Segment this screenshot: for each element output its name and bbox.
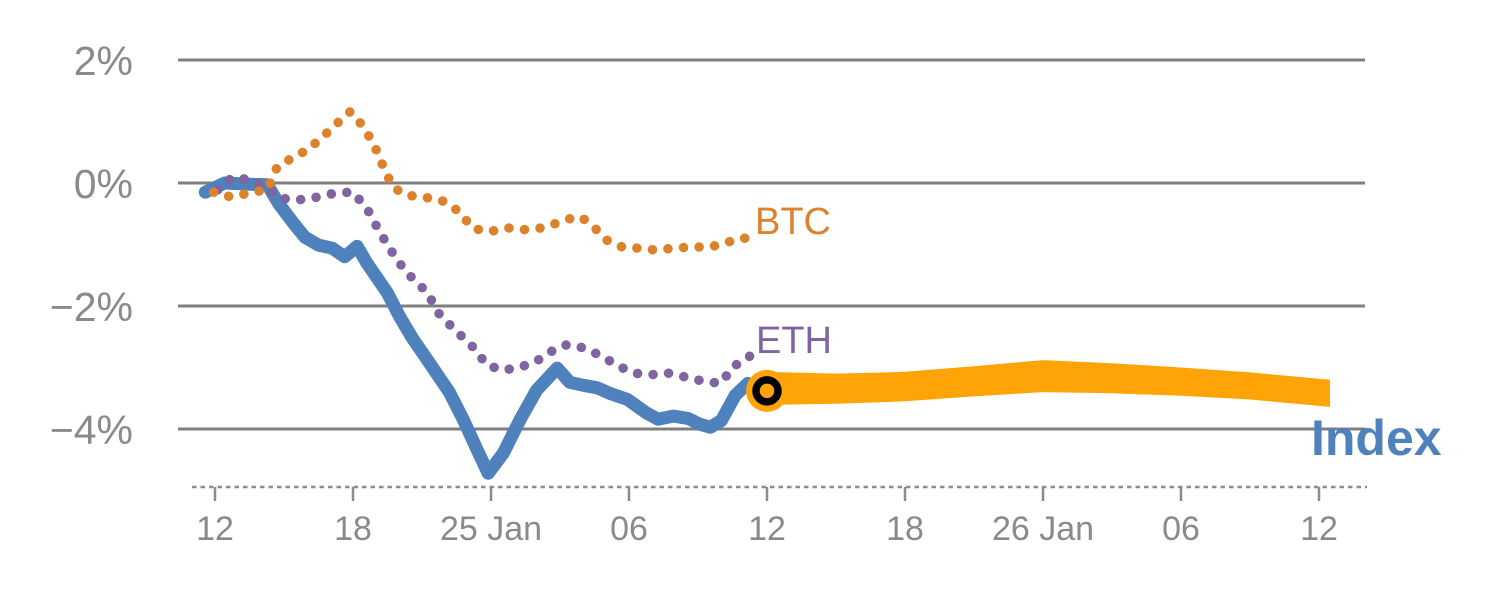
x-tick-label: 25 Jan xyxy=(440,510,542,548)
index-series-label: Index xyxy=(1311,410,1442,466)
x-tick-label: 18 xyxy=(334,510,372,548)
eth-series-label: ETH xyxy=(756,320,832,362)
x-tick-label: 18 xyxy=(886,510,924,548)
index-line xyxy=(198,176,774,480)
y-tick-label: −2% xyxy=(50,284,133,330)
x-tick-label: 12 xyxy=(196,510,234,548)
index-forecast-band xyxy=(762,360,1330,407)
y-tick-label: 0% xyxy=(74,161,133,207)
x-tick-label: 06 xyxy=(610,510,648,548)
now-marker-disc xyxy=(746,369,788,412)
x-tick-label: 12 xyxy=(1300,510,1338,548)
btc-series-label: BTC xyxy=(755,201,831,243)
x-tick-label: 26 Jan xyxy=(992,510,1094,548)
btc-line xyxy=(208,106,753,255)
x-tick-label: 12 xyxy=(748,510,786,548)
y-tick-label: −4% xyxy=(50,407,133,453)
now-marker-ring xyxy=(752,376,782,406)
y-tick-label: 2% xyxy=(74,38,133,84)
x-tick-label: 06 xyxy=(1162,510,1200,548)
eth-line xyxy=(213,172,760,388)
